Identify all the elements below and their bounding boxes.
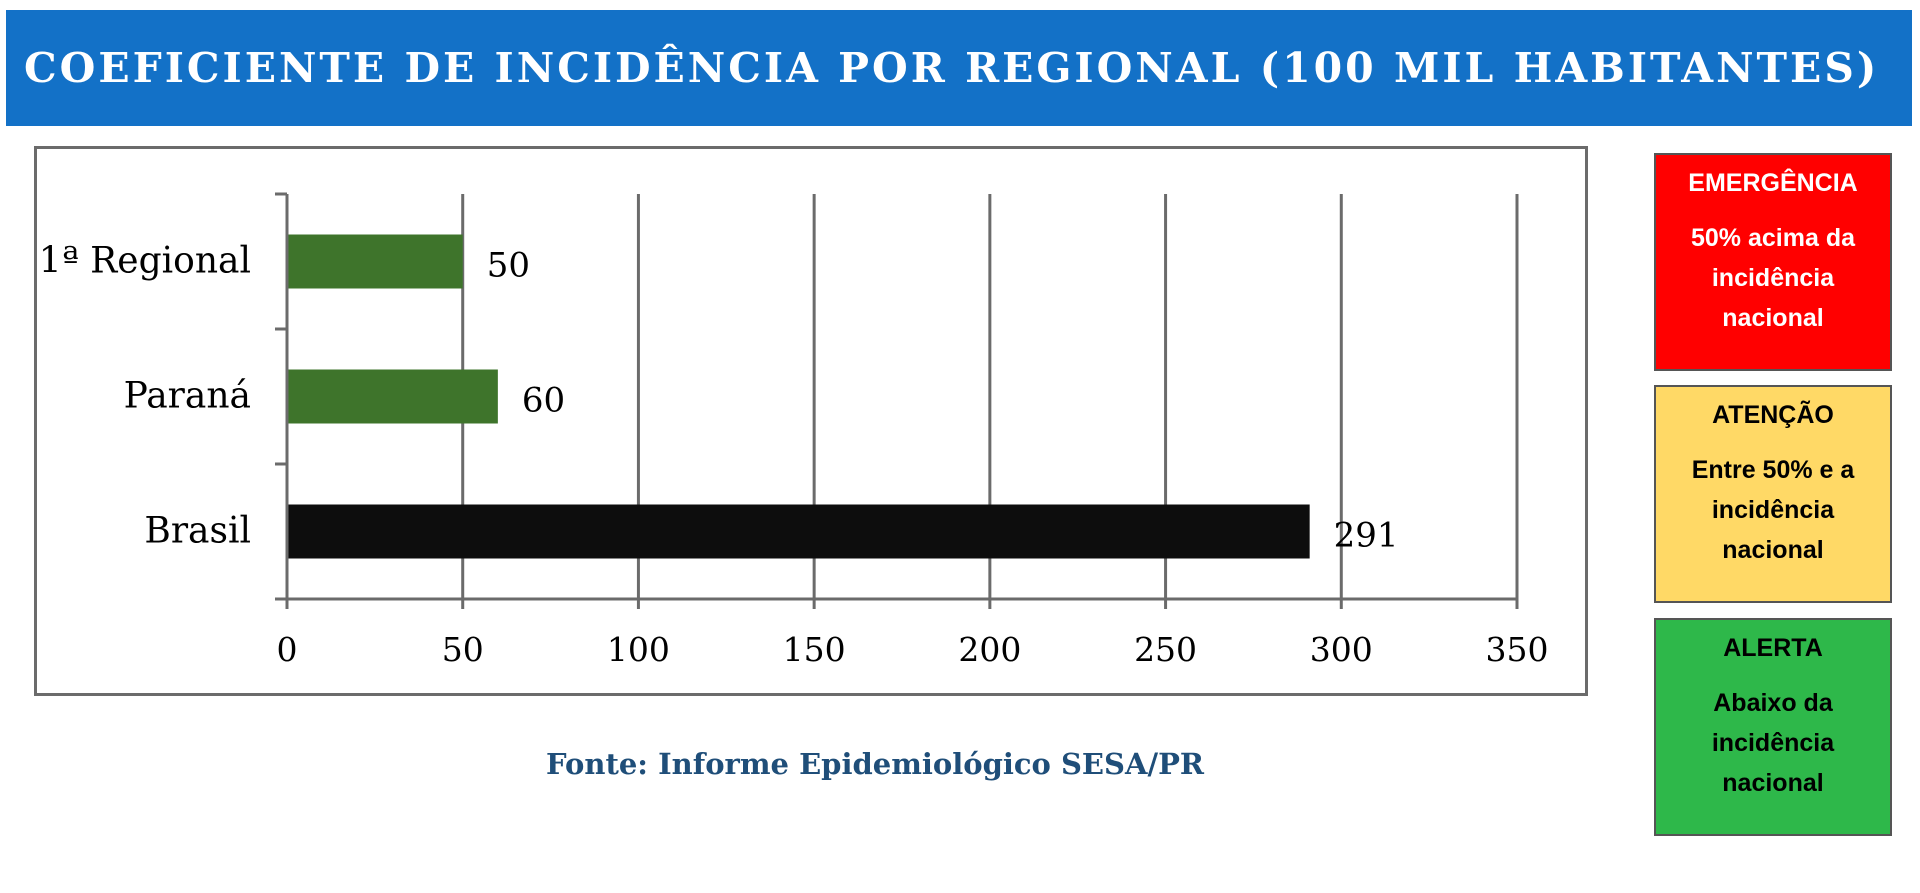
category-label: Brasil xyxy=(144,511,251,552)
x-tick-label: 50 xyxy=(442,630,484,669)
legend-box-emergencia: EMERGÊNCIA 50% acima da incidência nacio… xyxy=(1654,153,1892,371)
data-label: 60 xyxy=(522,381,565,421)
category-label: Paraná xyxy=(124,376,251,417)
data-label: 291 xyxy=(1334,516,1399,556)
page-title: COEFICIENTE DE INCIDÊNCIA POR REGIONAL (… xyxy=(24,44,1880,92)
legend-desc-atencao: Entre 50% e a incidência nacional xyxy=(1691,456,1855,564)
legend-title-atencao: ATENÇÃO xyxy=(1712,401,1834,429)
category-label: 1ª Regional xyxy=(39,241,251,282)
legend-desc-alerta: Abaixo da incidência nacional xyxy=(1711,689,1835,797)
legend-desc-emergencia: 50% acima da incidência nacional xyxy=(1691,224,1855,332)
bar-chart: 50 1ª Regional 60 Paraná 291 Brasil 0 50 100 150 2… xyxy=(39,192,1549,669)
title-bar: COEFICIENTE DE INCIDÊNCIA POR REGIONAL (… xyxy=(6,10,1912,126)
x-tick-label: 150 xyxy=(783,630,846,669)
x-tick-label: 250 xyxy=(1134,630,1197,669)
legend-box-alerta: ALERTA Abaixo da incidência nacional xyxy=(1654,618,1892,836)
chart-frame: 50 1ª Regional 60 Paraná 291 Brasil 0 50 100 150 2… xyxy=(34,146,1588,696)
legend-title-emergencia: EMERGÊNCIA xyxy=(1688,169,1858,197)
x-tick-label: 0 xyxy=(277,630,298,669)
bar xyxy=(287,234,463,289)
x-tick-label: 200 xyxy=(958,630,1021,669)
source-note: Fonte: Informe Epidemiológico SESA/PR xyxy=(546,747,1204,781)
x-tick-label: 300 xyxy=(1310,630,1373,669)
bar xyxy=(287,369,498,424)
bar xyxy=(287,504,1310,559)
x-tick-label: 350 xyxy=(1486,630,1549,669)
data-label: 50 xyxy=(487,246,530,286)
legend-box-atencao: ATENÇÃO Entre 50% e a incidência naciona… xyxy=(1654,385,1892,603)
x-tick-label: 100 xyxy=(607,630,670,669)
legend-title-alerta: ALERTA xyxy=(1723,634,1823,662)
